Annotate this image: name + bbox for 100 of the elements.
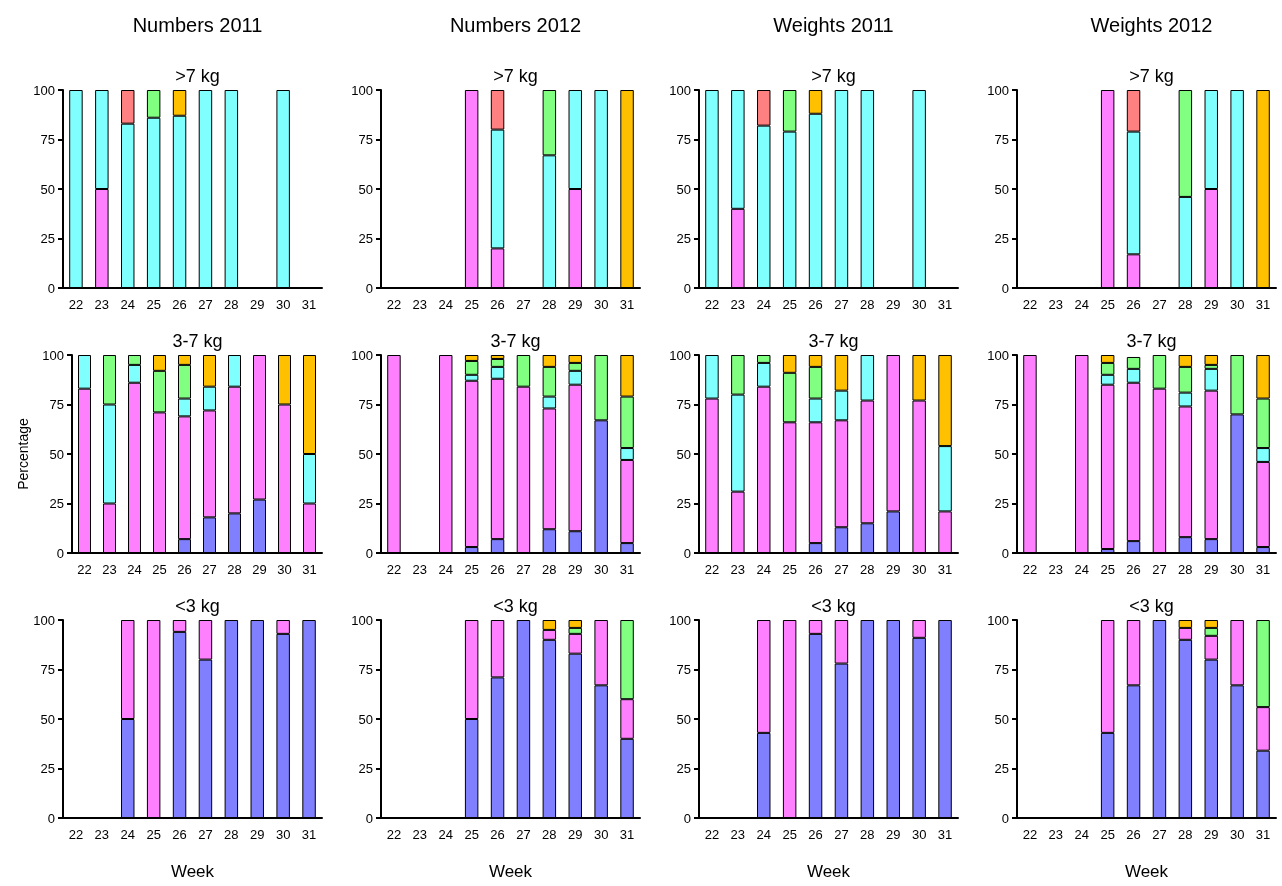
chart-subtitle: 3-7 kg: [172, 331, 223, 351]
x-tick-label: 24: [120, 827, 135, 842]
chart-subtitle: <3 kg: [1129, 596, 1174, 616]
x-tick-label: 27: [1152, 562, 1167, 577]
x-tick-label: 31: [1255, 827, 1271, 842]
x-tick-label: 28: [1178, 562, 1193, 577]
y-tick-label: 0: [683, 810, 691, 826]
x-tick-label: 23: [94, 297, 110, 312]
x-tick-label: 26: [1126, 827, 1141, 842]
y-tick-label: 50: [358, 711, 373, 727]
y-tick-label: 25: [358, 496, 373, 511]
x-tick-label: 30: [1229, 297, 1245, 312]
x-tick-label: 26: [1126, 562, 1141, 577]
y-tick-label: 25: [40, 761, 55, 776]
x-tick-label: 29: [1204, 297, 1219, 312]
x-tick-label: 24: [756, 827, 771, 842]
x-tick-label: 25: [464, 827, 479, 842]
x-tick-label: 24: [438, 297, 453, 312]
y-tick-label: 50: [358, 181, 373, 197]
chart-subtitle: 3-7 kg: [808, 331, 859, 351]
y-tick-label: 25: [994, 231, 1009, 246]
x-tick-label: 24: [756, 562, 771, 577]
y-tick-label: 50: [49, 446, 64, 462]
y-tick-label: 25: [40, 231, 55, 246]
y-tick-label: 25: [676, 761, 691, 776]
x-axis-title: Week: [806, 862, 851, 881]
x-tick-label: 29: [1204, 562, 1219, 577]
x-tick-label: 28: [224, 827, 239, 842]
y-tick-label: 0: [56, 545, 64, 561]
x-tick-label: 28: [1178, 827, 1193, 842]
x-tick-label: 26: [808, 297, 823, 312]
y-tick-label: 25: [994, 496, 1009, 511]
x-tick-label: 23: [1048, 297, 1064, 312]
x-axis-title: Week: [170, 862, 215, 881]
x-tick-label: 31: [301, 297, 317, 312]
y-tick-label: 0: [683, 545, 691, 561]
x-tick-label: 28: [860, 562, 875, 577]
y-tick-label: 75: [358, 662, 373, 677]
x-tick-label: 26: [490, 827, 505, 842]
x-tick-label: 30: [593, 562, 609, 577]
y-tick-label: 100: [987, 82, 1009, 98]
x-tick-label: 23: [1048, 827, 1064, 842]
x-tick-label: 24: [127, 562, 142, 577]
x-tick-label: 31: [301, 827, 317, 842]
x-axis-title: Week: [1124, 862, 1169, 881]
x-tick-label: 26: [490, 297, 505, 312]
x-tick-label: 24: [438, 562, 453, 577]
x-tick-label: 31: [1255, 297, 1271, 312]
y-tick-label: 0: [47, 280, 55, 296]
x-tick-label: 25: [464, 297, 479, 312]
x-tick-label: 28: [860, 827, 875, 842]
x-tick-label: 31: [937, 827, 953, 842]
y-tick-label: 100: [987, 347, 1009, 363]
x-tick-label: 30: [277, 562, 292, 577]
x-tick-label: 31: [619, 297, 635, 312]
y-tick-label: 100: [42, 347, 64, 363]
x-tick-label: 28: [860, 297, 875, 312]
x-tick-label: 29: [568, 827, 583, 842]
x-tick-label: 30: [911, 827, 927, 842]
y-tick-label: 75: [358, 397, 373, 412]
y-tick-label: 25: [676, 496, 691, 511]
y-tick-label: 50: [358, 446, 373, 462]
x-tick-label: 24: [120, 297, 135, 312]
x-tick-label: 25: [146, 297, 161, 312]
y-tick-label: 100: [669, 612, 691, 628]
chart-subtitle: >7 kg: [1129, 66, 1174, 86]
x-tick-label: 29: [886, 297, 901, 312]
chart-subtitle: 3-7 kg: [490, 331, 541, 351]
x-tick-label: 26: [808, 562, 823, 577]
y-tick-label: 50: [40, 181, 55, 197]
x-tick-label: 25: [1100, 827, 1115, 842]
y-tick-label: 50: [994, 446, 1009, 462]
x-tick-label: 27: [516, 827, 531, 842]
x-tick-label: 29: [250, 827, 265, 842]
x-tick-label: 22: [386, 562, 402, 577]
x-tick-label: 25: [782, 562, 797, 577]
x-tick-label: 22: [1022, 827, 1038, 842]
y-tick-label: 50: [994, 181, 1009, 197]
y-tick-label: 100: [669, 347, 691, 363]
x-tick-label: 24: [438, 827, 453, 842]
y-tick-label: 50: [40, 711, 55, 727]
y-tick-label: 0: [365, 545, 373, 561]
y-tick-label: 100: [987, 612, 1009, 628]
x-tick-label: 22: [704, 562, 720, 577]
x-tick-label: 27: [834, 562, 849, 577]
y-tick-label: 75: [40, 662, 55, 677]
chart-title: Weights 2012: [1090, 14, 1213, 36]
x-tick-label: 29: [568, 562, 583, 577]
x-tick-label: 30: [911, 297, 927, 312]
x-tick-label: 23: [102, 562, 117, 577]
y-tick-label: 75: [358, 132, 373, 147]
x-tick-label: 22: [77, 562, 92, 577]
y-tick-label: 0: [365, 280, 373, 296]
x-tick-label: 24: [756, 297, 771, 312]
x-tick-label: 27: [202, 562, 217, 577]
x-tick-label: 27: [834, 827, 849, 842]
y-tick-label: 0: [1001, 810, 1009, 826]
y-tick-label: 50: [676, 181, 691, 197]
x-tick-label: 25: [464, 562, 479, 577]
x-tick-label: 27: [1152, 297, 1167, 312]
